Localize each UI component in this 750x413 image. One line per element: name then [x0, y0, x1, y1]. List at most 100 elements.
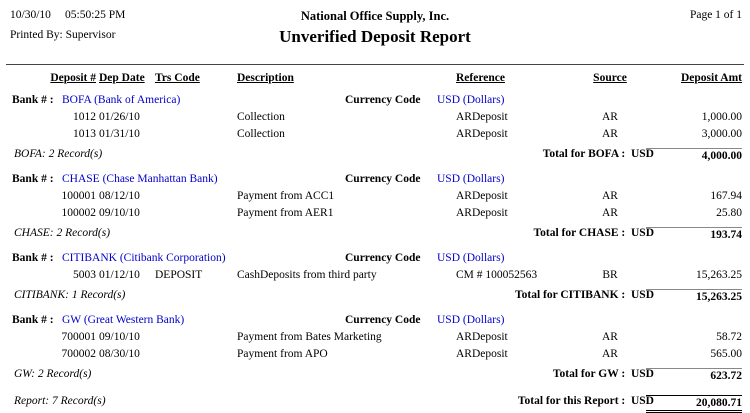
report-total-row: Report: 7 Record(s) Total for this Repor… — [0, 395, 750, 413]
dep-date-cell: 08/30/10 — [99, 348, 140, 360]
bank-total-label: Total for GW : USD — [552, 368, 654, 380]
currency-code-label: Currency Code — [345, 314, 421, 326]
deposit-number-cell: 5003 — [73, 269, 96, 281]
col-header-deposit-no: Deposit # — [50, 72, 96, 84]
currency-code-label: Currency Code — [345, 173, 421, 185]
col-header-deposit-amt: Deposit Amt — [680, 72, 742, 84]
reference-cell: CM # 100052563 — [456, 269, 538, 281]
bank-rows: 1012 01/26/10 Collection ARDeposit AR 1,… — [0, 111, 750, 144]
bank-record-count: CHASE: 2 Record(s) — [14, 227, 111, 239]
company-name: National Office Supply, Inc. — [300, 9, 450, 23]
dep-date-cell: 09/10/10 — [99, 331, 140, 343]
bank-header-row: Bank # : CHASE (Chase Manhattan Bank) Cu… — [0, 173, 750, 189]
deposit-row: 100001 08/12/10 Payment from ACC1 ARDepo… — [0, 190, 750, 206]
currency-value-link[interactable]: USD (Dollars) — [437, 252, 505, 264]
trs-code-cell: DEPOSIT — [155, 269, 203, 281]
deposit-number-cell: 700002 — [61, 348, 97, 360]
bank-label: Bank # : — [12, 94, 54, 106]
col-header-description: Description — [237, 72, 294, 84]
source-cell: AR — [602, 111, 618, 123]
bank-total-amount: 623.72 — [646, 368, 742, 382]
report-body: Bank # : BOFA (Bank of America) Currency… — [0, 94, 750, 388]
reference-cell: ARDeposit — [456, 207, 508, 219]
bank-header-row: Bank # : BOFA (Bank of America) Currency… — [0, 94, 750, 110]
bank-group: Bank # : CHASE (Chase Manhattan Bank) Cu… — [0, 173, 750, 247]
amount-cell: 15,263.25 — [696, 269, 742, 281]
col-header-reference: Reference — [456, 72, 505, 84]
page-header-row1: 10/30/10 05:50:25 PM National Office Sup… — [0, 9, 750, 27]
deposit-number-cell: 100002 — [61, 207, 97, 219]
description-cell: Payment from Bates Marketing — [237, 331, 382, 343]
bank-total-row: CITIBANK: 1 Record(s) Total for CITIBANK… — [0, 289, 750, 309]
description-cell: Collection — [237, 111, 285, 123]
reference-cell: ARDeposit — [456, 348, 508, 360]
bank-record-count: GW: 2 Record(s) — [14, 368, 92, 380]
currency-code-label: Currency Code — [345, 252, 421, 264]
source-cell: BR — [602, 269, 618, 281]
bank-group: Bank # : BOFA (Bank of America) Currency… — [0, 94, 750, 168]
amount-cell: 1,000.00 — [701, 111, 742, 123]
report-total-label: Total for this Report : USD — [517, 395, 654, 407]
reference-cell: ARDeposit — [456, 111, 508, 123]
deposit-row: 1013 01/31/10 Collection ARDeposit AR 3,… — [0, 128, 750, 144]
deposit-row: 1012 01/26/10 Collection ARDeposit AR 1,… — [0, 111, 750, 127]
bank-total-row: BOFA: 2 Record(s) Total for BOFA : USD 4… — [0, 148, 750, 168]
bank-name-link[interactable]: CITIBANK (Citibank Corporation) — [62, 252, 226, 264]
amount-cell: 58.72 — [716, 331, 742, 343]
bank-record-count: BOFA: 2 Record(s) — [14, 148, 103, 160]
currency-value-link[interactable]: USD (Dollars) — [437, 314, 505, 326]
bank-header-row: Bank # : CITIBANK (Citibank Corporation)… — [0, 252, 750, 268]
dep-date-cell: 09/10/10 — [99, 207, 140, 219]
dep-date-cell: 01/31/10 — [99, 128, 140, 140]
bank-label: Bank # : — [12, 314, 54, 326]
bank-record-count: CITIBANK: 1 Record(s) — [14, 289, 126, 301]
bank-name-link[interactable]: BOFA (Bank of America) — [62, 94, 181, 106]
bank-group: Bank # : GW (Great Western Bank) Currenc… — [0, 314, 750, 388]
bank-total-row: CHASE: 2 Record(s) Total for CHASE : USD… — [0, 227, 750, 247]
currency-code-label: Currency Code — [345, 94, 421, 106]
reference-cell: ARDeposit — [456, 128, 508, 140]
description-cell: CashDeposits from third party — [237, 269, 377, 281]
deposit-row: 100002 09/10/10 Payment from AER1 ARDepo… — [0, 207, 750, 223]
report-title: Unverified Deposit Report — [279, 27, 471, 46]
source-cell: AR — [602, 348, 618, 360]
deposit-number-cell: 1012 — [73, 111, 96, 123]
dep-date-cell: 01/12/10 — [99, 269, 140, 281]
column-header-row: Deposit # Dep Date Trs Code Description … — [0, 72, 750, 89]
header-divider — [6, 64, 744, 65]
print-date: 10/30/10 — [10, 9, 51, 21]
amount-cell: 25.80 — [716, 207, 742, 219]
description-cell: Payment from APO — [237, 348, 328, 360]
bank-name-link[interactable]: GW (Great Western Bank) — [62, 314, 185, 326]
reference-cell: ARDeposit — [456, 331, 508, 343]
bank-total-amount: 193.74 — [646, 227, 742, 241]
bank-name-link[interactable]: CHASE (Chase Manhattan Bank) — [62, 173, 218, 185]
amount-cell: 3,000.00 — [701, 128, 742, 140]
currency-value-link[interactable]: USD (Dollars) — [437, 173, 505, 185]
bank-total-label: Total for CITIBANK : USD — [515, 289, 654, 301]
bank-total-amount: 15,263.25 — [646, 289, 742, 303]
bank-total-amount: 4,000.00 — [646, 148, 742, 162]
source-cell: AR — [602, 207, 618, 219]
currency-value-link[interactable]: USD (Dollars) — [437, 94, 505, 106]
deposit-row: 700002 08/30/10 Payment from APO ARDepos… — [0, 348, 750, 364]
bank-group: Bank # : CITIBANK (Citibank Corporation)… — [0, 252, 750, 309]
bank-rows: 5003 01/12/10 DEPOSIT CashDeposits from … — [0, 269, 750, 285]
deposit-number-cell: 700001 — [61, 331, 97, 343]
description-cell: Collection — [237, 128, 285, 140]
description-cell: Payment from AER1 — [237, 207, 334, 219]
bank-total-label: Total for BOFA : USD — [542, 148, 654, 160]
reference-cell: ARDeposit — [456, 190, 508, 202]
print-time: 05:50:25 PM — [65, 9, 126, 21]
col-header-trs-code: Trs Code — [155, 72, 200, 84]
bank-rows: 700001 09/10/10 Payment from Bates Marke… — [0, 331, 750, 364]
bank-total-label: Total for CHASE : USD — [533, 227, 654, 239]
dep-date-cell: 01/26/10 — [99, 111, 140, 123]
bank-label: Bank # : — [12, 252, 54, 264]
page-number: Page 1 of 1 — [689, 9, 742, 21]
bank-total-row: GW: 2 Record(s) Total for GW : USD 623.7… — [0, 368, 750, 388]
deposit-row: 5003 01/12/10 DEPOSIT CashDeposits from … — [0, 269, 750, 285]
source-cell: AR — [602, 331, 618, 343]
source-cell: AR — [602, 190, 618, 202]
bank-header-row: Bank # : GW (Great Western Bank) Currenc… — [0, 314, 750, 330]
